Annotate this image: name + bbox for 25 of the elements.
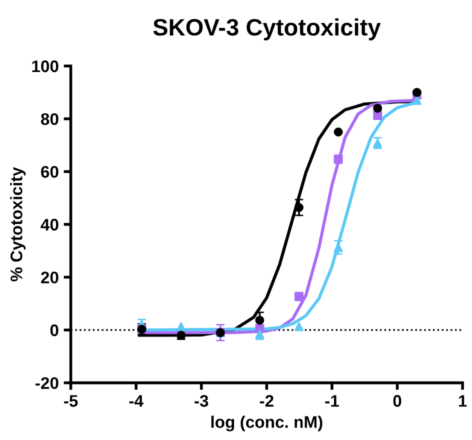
- y-tick-label: -20: [36, 377, 58, 390]
- x-tick-label: -3: [194, 395, 208, 407]
- y-tick-label: 40: [40, 218, 58, 231]
- x-axis-title: log (conc. nM): [211, 416, 322, 432]
- x-tick-label: -2: [260, 395, 274, 407]
- point: [334, 128, 343, 136]
- point: [373, 104, 382, 113]
- point: [294, 203, 304, 212]
- point: [294, 322, 304, 332]
- y-tick-label: 60: [41, 166, 58, 178]
- y-tick-label: 80: [40, 113, 58, 126]
- point: [412, 88, 422, 97]
- x-tick-label: -1: [325, 395, 339, 407]
- point: [412, 96, 422, 105]
- y-axis-title: % Cytotoxicity: [10, 167, 26, 282]
- x-tick-label: 0: [393, 395, 402, 407]
- y-tick-label: 20: [41, 272, 58, 284]
- point: [255, 316, 264, 325]
- point: [176, 322, 186, 332]
- x-tick-label: 1: [458, 395, 467, 407]
- x-tick-label: -4: [129, 395, 144, 407]
- x-tick-label: -5: [64, 395, 78, 407]
- y-tick-label: 0: [50, 324, 58, 336]
- y-tick-label: 100: [32, 60, 58, 72]
- chart-title: SKOV-3 Cytotoxicity: [153, 18, 381, 40]
